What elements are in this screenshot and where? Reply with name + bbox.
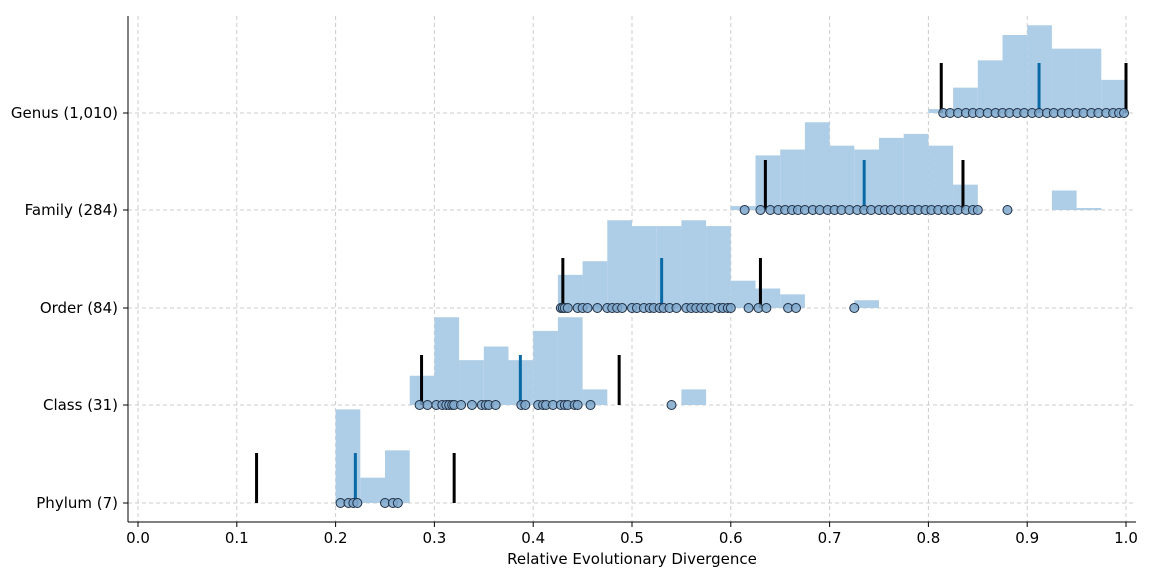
histogram-bar <box>360 477 385 503</box>
data-point <box>392 498 403 508</box>
histogram-bar <box>533 330 558 405</box>
histogram-bar <box>780 149 805 210</box>
y-tick-label: Family (284) <box>25 201 118 219</box>
reference-lines-layer <box>255 63 1128 503</box>
data-point <box>466 400 477 410</box>
histogram-bar <box>1101 79 1126 113</box>
data-point <box>666 400 677 410</box>
data-point <box>592 303 603 313</box>
data-point <box>456 400 467 410</box>
points-layer <box>335 108 1130 508</box>
x-tick-label: 0.3 <box>422 529 446 547</box>
data-point <box>755 205 766 215</box>
data-point <box>585 400 596 410</box>
tick-labels-layer: 0.0 0.1 0.2 0.3 0.4 0.5 0.6 0.7 0.8 0.9 1.0 Phylum … <box>11 104 1138 547</box>
histogram-bar <box>804 122 830 210</box>
histogram-bar <box>903 133 929 210</box>
histogram-bar <box>730 280 756 308</box>
data-point <box>743 303 754 313</box>
histogram-bar <box>829 145 855 210</box>
x-tick-label: 0.2 <box>324 529 348 547</box>
x-tick-label: 0.6 <box>719 529 743 547</box>
histogram-bar <box>854 300 879 308</box>
histogram-bar <box>385 450 410 503</box>
histogram-bar <box>928 145 954 210</box>
histogram-bar <box>755 155 781 210</box>
y-tick-label: Order (84) <box>40 299 118 317</box>
y-tick-label: Phylum (7) <box>36 494 118 512</box>
histogram-bar <box>706 226 731 308</box>
histogram-bar <box>1002 35 1028 113</box>
data-point <box>582 303 593 313</box>
x-tick-label: 0.1 <box>225 529 249 547</box>
histogram-bar <box>434 317 460 405</box>
data-point <box>352 498 363 508</box>
x-tick-label: 0.8 <box>916 529 940 547</box>
histogram-bar <box>557 317 583 405</box>
x-axis-label: Relative Evolutionary Divergence <box>507 550 757 568</box>
data-point <box>1002 205 1013 215</box>
histogram-bar <box>459 360 484 405</box>
x-tick-label: 0.4 <box>521 529 545 547</box>
x-tick-label: 0.0 <box>126 529 150 547</box>
x-tick-label: 0.9 <box>1015 529 1039 547</box>
x-tick-label: 0.7 <box>818 529 842 547</box>
histogram-bar <box>1076 208 1102 210</box>
data-point <box>739 205 750 215</box>
axes-layer <box>127 16 1136 523</box>
data-point <box>520 400 531 410</box>
data-point <box>761 303 772 313</box>
histogram-bar <box>1051 48 1077 113</box>
histogram-bar <box>681 389 707 405</box>
data-point <box>490 400 501 410</box>
histogram-bar <box>681 220 707 308</box>
histogram-bar <box>632 226 657 308</box>
y-tick-label: Class (31) <box>43 396 118 414</box>
data-point <box>849 303 860 313</box>
data-point <box>791 303 802 313</box>
histogram-bar <box>1076 48 1102 113</box>
histogram-bar <box>977 60 1003 113</box>
data-point <box>671 303 682 313</box>
data-point <box>422 400 433 410</box>
histogram-bar <box>607 220 632 308</box>
data-point <box>617 303 628 313</box>
x-tick-label: 0.5 <box>620 529 644 547</box>
histogram-bar <box>582 261 608 308</box>
histogram-bar <box>854 149 879 210</box>
data-point <box>725 303 736 313</box>
y-tick-label: Genus (1,010) <box>11 104 118 122</box>
data-point <box>572 400 583 410</box>
data-point <box>972 205 983 215</box>
data-point <box>562 303 573 313</box>
histogram-bar <box>879 137 904 210</box>
histogram-bar <box>1051 190 1077 210</box>
data-point <box>1119 108 1130 118</box>
histogram-bar <box>483 346 509 405</box>
x-tick-label: 1.0 <box>1114 529 1138 547</box>
